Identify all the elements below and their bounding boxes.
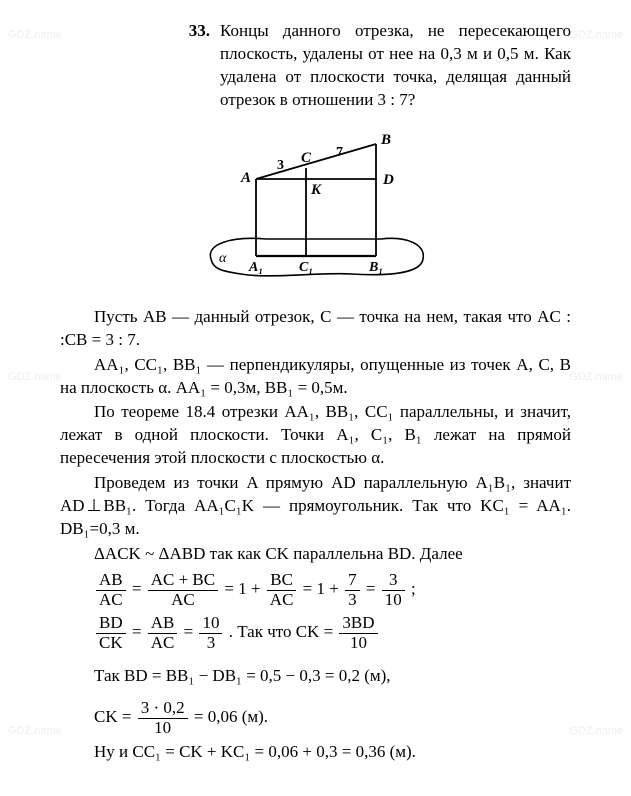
figure: A B C D K A₁ C₁ B₁ α 3 7 — [60, 124, 571, 296]
svg-text:D: D — [382, 172, 394, 188]
solution-final: Ну и CC₁ = CK + KC₁ = 0,06 + 0,3 = 0,36 … — [60, 741, 571, 764]
solution-p3: По теореме 18.4 отрезки AA₁, BB₁, CC₁ па… — [60, 401, 571, 470]
solution-p2: AA₁, CC₁, BB₁ — перпендикуляры, опущенны… — [60, 354, 571, 400]
svg-text:C: C — [301, 150, 312, 166]
svg-text:3: 3 — [277, 158, 284, 173]
svg-text:A: A — [240, 170, 251, 186]
equation-3: Так BD = BB₁ − DB₁ = 0,5 − 0,3 = 0,2 (м)… — [94, 657, 571, 694]
solution-p1: Пусть AB — данный отрезок, C — точка на … — [60, 306, 571, 352]
svg-text:B: B — [380, 132, 391, 148]
svg-text:7: 7 — [336, 145, 343, 160]
svg-text:C₁: C₁ — [299, 260, 313, 275]
solution-p5: ΔACK ~ ΔABD так как CK параллельна BD. Д… — [60, 543, 571, 566]
watermark: GDZ.name — [8, 370, 62, 385]
equation-2: BDCK = ABAC = 103 . Так что CK = 3BD10 — [94, 613, 571, 652]
watermark: GDZ.name — [569, 724, 623, 739]
svg-text:α: α — [219, 251, 227, 266]
problem-number: 33. — [60, 20, 220, 112]
equation-4: CK = 3 · 0,210 = 0,06 (м). — [94, 698, 571, 737]
equation-1: ABAC = AC + BCAC = 1 + BCAC = 1 + 73 = 3… — [94, 570, 571, 609]
problem-statement: Концы данного отрезка, не пересекающего … — [220, 20, 571, 112]
solution-p4: Проведем из точки A прямую AD параллельн… — [60, 472, 571, 541]
watermark: GDZ.name — [569, 370, 623, 385]
watermark: GDZ.name — [8, 724, 62, 739]
svg-text:K: K — [310, 182, 322, 198]
watermark: GDZ.name — [8, 28, 62, 43]
svg-text:A₁: A₁ — [248, 260, 263, 275]
svg-text:B₁: B₁ — [368, 260, 383, 275]
watermark: GDZ.name — [569, 28, 623, 43]
